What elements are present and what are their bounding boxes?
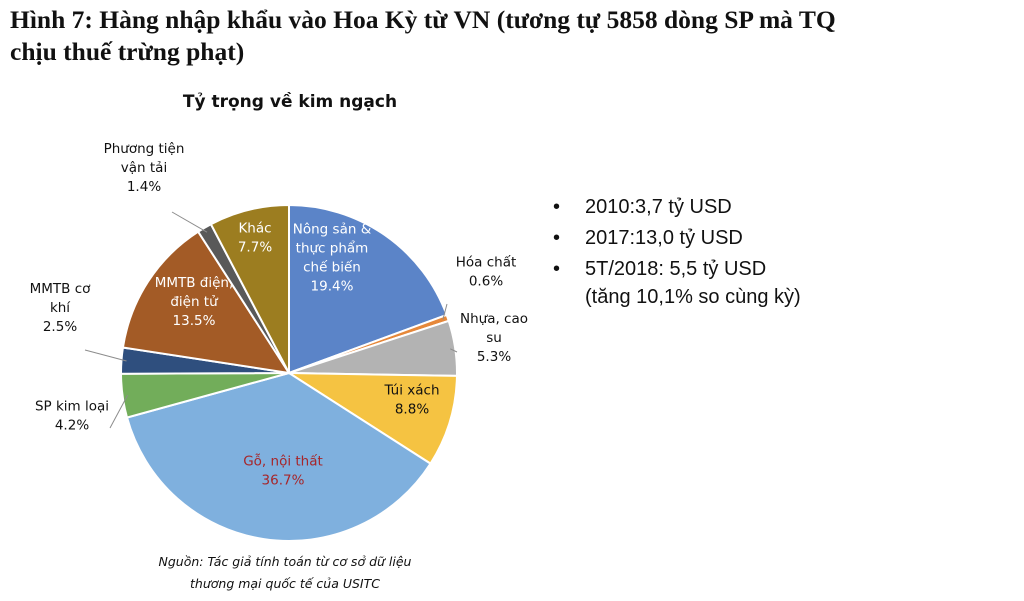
slice-value-label: 13.5%	[173, 313, 216, 329]
figure-title-line-2: chịu thuế trừng phạt)	[10, 37, 245, 66]
slice-name-label: khí	[50, 300, 71, 316]
bullet-item: • 2017:13,0 tỷ USD	[553, 224, 801, 252]
bullet-text: 5T/2018: 5,5 tỷ USD	[585, 258, 767, 280]
slice-value-label: 4.2%	[55, 418, 89, 434]
figure-title-line-1: Hình 7: Hàng nhập khẩu vào Hoa Kỳ từ VN …	[10, 5, 836, 34]
slice-label: Hóa chất 0.6%	[456, 255, 517, 290]
bullet-text: 2010:3,7 tỷ USD	[585, 196, 732, 218]
chart-title: Tỷ trọng về kim ngạch	[182, 92, 398, 112]
slice-label: MMTB cơ khí 2.5%	[30, 281, 92, 335]
slice-value-label: 5.3%	[477, 349, 511, 365]
pie-slice	[209, 203, 290, 374]
bullet-item: • 5T/2018: 5,5 tỷ USD (tăng 10,1% so cùn…	[553, 255, 801, 311]
slice-name-label: Nông sản &	[293, 222, 372, 238]
slice-value-label: 2.5%	[43, 319, 77, 335]
source-line-2: thương mại quốc tế của USITC	[190, 576, 380, 591]
slice-name-label: SP kim loại	[35, 399, 109, 415]
slice-label: Phương tiện vận tải 1.4%	[104, 141, 185, 195]
bullet-dot: •	[553, 258, 561, 280]
slice-labels: Nông sản & thực phẩm chế biến 19.4% Hóa chất…	[30, 141, 528, 489]
pie-slice	[125, 371, 432, 542]
slice-name-label: Phương tiện	[104, 141, 185, 157]
slice-name-label: Khác	[238, 221, 271, 237]
leader-line	[171, 211, 208, 233]
leader-line	[449, 348, 458, 353]
slice-name-label: Túi xách	[383, 383, 439, 399]
slice-value-label: 8.8%	[395, 402, 429, 418]
slice-label: Gỗ, nội thất 36.7%	[243, 453, 323, 489]
slice-value-label: 1.4%	[127, 179, 161, 195]
leader-lines	[84, 211, 458, 429]
slice-value-label: 36.7%	[262, 473, 305, 489]
pie-slices	[119, 203, 458, 542]
figure-title: Hình 7: Hàng nhập khẩu vào Hoa Kỳ từ VN …	[10, 4, 1020, 68]
bullet-text: 2017:13,0 tỷ USD	[585, 227, 743, 249]
summary-bullets: • 2010:3,7 tỷ USD • 2017:13,0 tỷ USD • 5…	[553, 193, 801, 314]
leader-line	[109, 394, 129, 429]
slice-name-label: điện tử	[170, 294, 219, 310]
slice-name-label: MMTB cơ	[30, 281, 92, 297]
leader-line	[442, 303, 448, 320]
slice-label: Túi xách 8.8%	[383, 383, 439, 418]
bullet-item: • 2010:3,7 tỷ USD	[553, 193, 801, 221]
bullet-subtext: (tăng 10,1% so cùng kỳ)	[585, 286, 801, 308]
source-line-1: Nguồn: Tác giả tính toán từ cơ sở dữ liệ…	[158, 554, 412, 569]
slice-label: Khác 7.7%	[238, 221, 272, 256]
pie-slice	[121, 230, 292, 375]
leader-line	[84, 349, 127, 362]
slice-name-label: su	[486, 330, 502, 346]
slice-value-label: 7.7%	[238, 240, 272, 256]
slice-name-label: vận tải	[121, 160, 167, 176]
bullet-dot: •	[553, 227, 561, 249]
pie-slice	[288, 203, 448, 375]
slice-name-label: MMTB điện,	[155, 275, 234, 291]
slice-label: MMTB điện, điện tử 13.5%	[155, 275, 234, 329]
slice-name-label: thực phẩm	[296, 240, 369, 257]
slice-name-label: Hóa chất	[456, 255, 517, 271]
slice-label: Nông sản & thực phẩm chế biến 19.4%	[293, 222, 372, 295]
slice-name-label: Gỗ, nội thất	[243, 453, 323, 470]
bullet-dot: •	[553, 196, 561, 218]
slice-value-label: 19.4%	[311, 279, 354, 295]
pie-slice	[285, 371, 458, 465]
slice-value-label: 0.6%	[469, 274, 503, 290]
source-note: Nguồn: Tác giả tính toán từ cơ sở dữ liệ…	[130, 551, 440, 595]
slice-label: SP kim loại 4.2%	[35, 399, 109, 434]
slice-name-label: Nhựa, cao	[460, 311, 528, 327]
slice-label: Nhựa, cao su 5.3%	[460, 311, 528, 365]
slice-name-label: chế biến	[303, 259, 361, 276]
